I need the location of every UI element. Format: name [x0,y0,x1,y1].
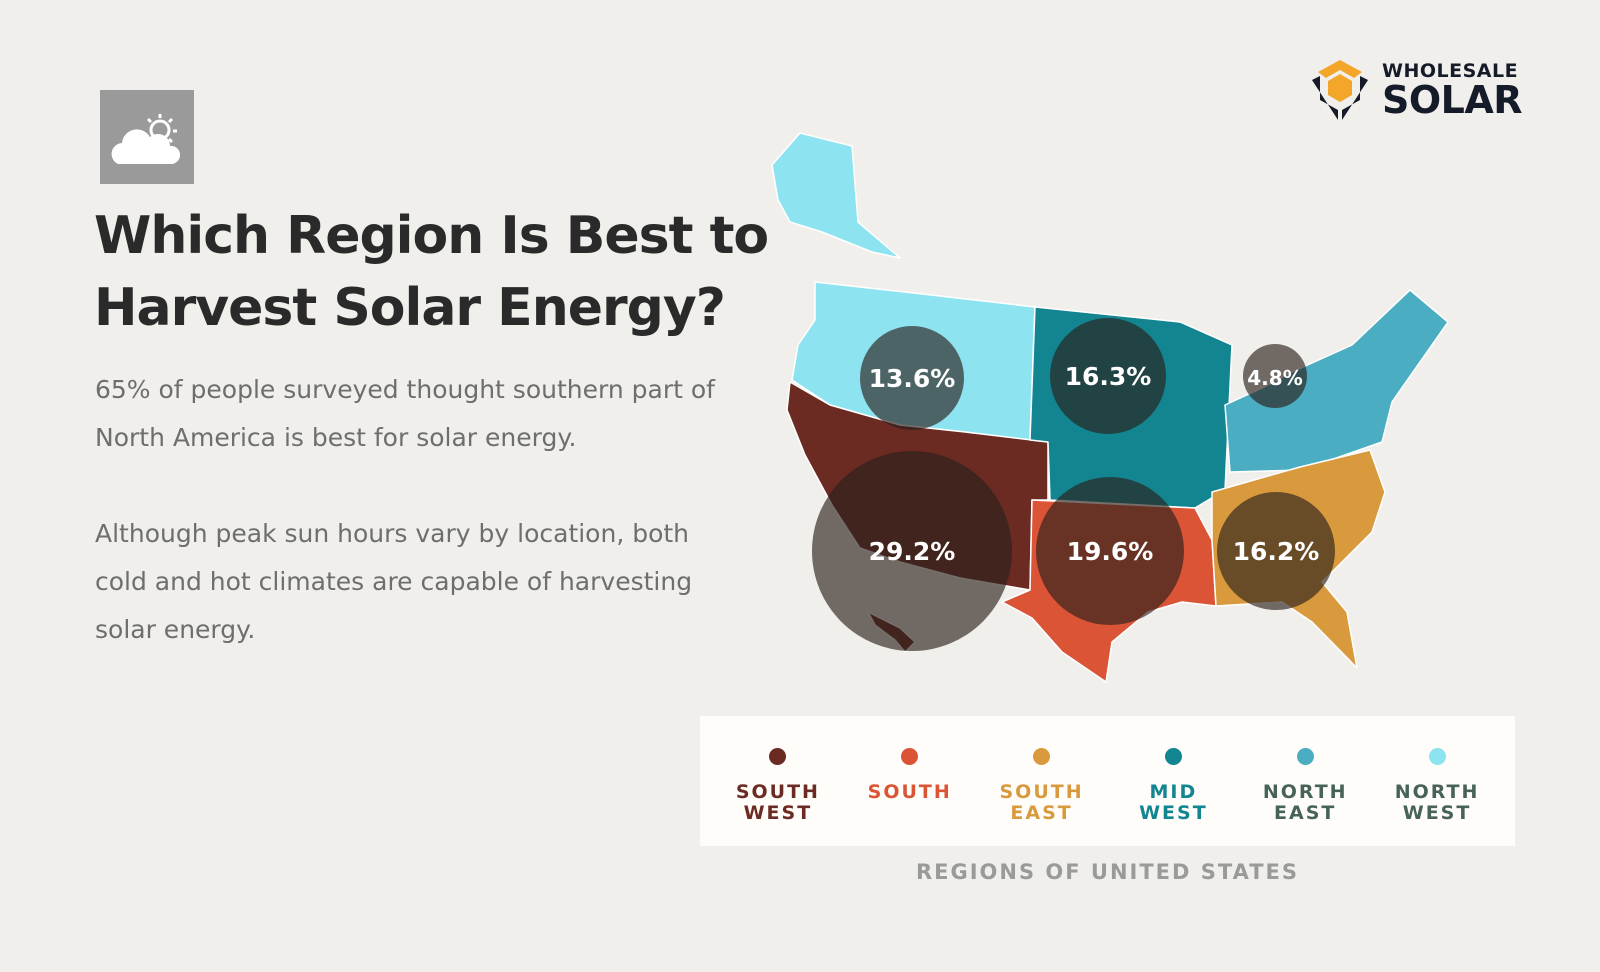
legend-dot [769,748,787,765]
legend-item-south: SOUTH [855,716,965,803]
legend-label: NORTH WEST [1394,781,1480,824]
legend-dot [901,748,919,765]
bubble-north-east [1243,344,1307,408]
climate-paragraph: Although peak sun hours vary by location… [95,519,693,644]
logo-line2: SOLAR [1382,77,1523,122]
page-title: Which Region Is Best to Harvest Solar En… [94,206,769,338]
legend-item-south-east: SOUTH EAST [987,716,1097,824]
legend-label: MID WEST [1139,781,1208,824]
legend-item-south-west: SOUTH WEST [723,716,833,824]
legend-label: SOUTH WEST [735,781,820,824]
bubble-value-north-east: 4.8% [1247,366,1302,390]
hexagon-logo-icon [1312,60,1368,120]
legend-label: NORTH EAST [1262,781,1348,824]
logo-line1: WHOLESALE [1382,59,1519,82]
bubble-south [1036,477,1184,625]
legend-dot [1164,748,1182,765]
legend-dot [1428,748,1446,765]
bubble-value-south-east: 16.2% [1233,537,1320,566]
bubble-value-north-west: 13.6% [869,364,956,393]
bubble-mid-west [1050,318,1166,434]
legend: SOUTH WEST SOUTH SOUTH EAST MID WEST NORTH E… [700,716,1515,846]
legend-caption: REGIONS OF UNITED STATES [915,860,1300,884]
partly-cloudy-icon [100,90,194,184]
legend-item-north-west: NORTH WEST [1382,716,1492,824]
legend-item-north-east: NORTH EAST [1250,716,1360,824]
bubble-value-mid-west: 16.3% [1065,362,1152,391]
bubble-south-east [1217,492,1335,610]
bubble-south-west [812,451,1012,651]
legend-dot [1296,748,1314,765]
survey-paragraph: 65% of people surveyed thought southern … [95,375,715,452]
bubble-north-west [860,326,964,430]
legend-dot [1033,748,1051,765]
bubble-value-south: 19.6% [1067,537,1154,566]
wholesale-solar-logo: WHOLESALE SOLAR [1310,58,1523,122]
region-alaska [771,132,901,259]
legend-label: SOUTH [867,781,952,803]
legend-label: SOUTH EAST [999,781,1084,824]
bubble-value-south-west: 29.2% [869,537,956,566]
legend-item-mid-west: MID WEST [1118,716,1228,824]
